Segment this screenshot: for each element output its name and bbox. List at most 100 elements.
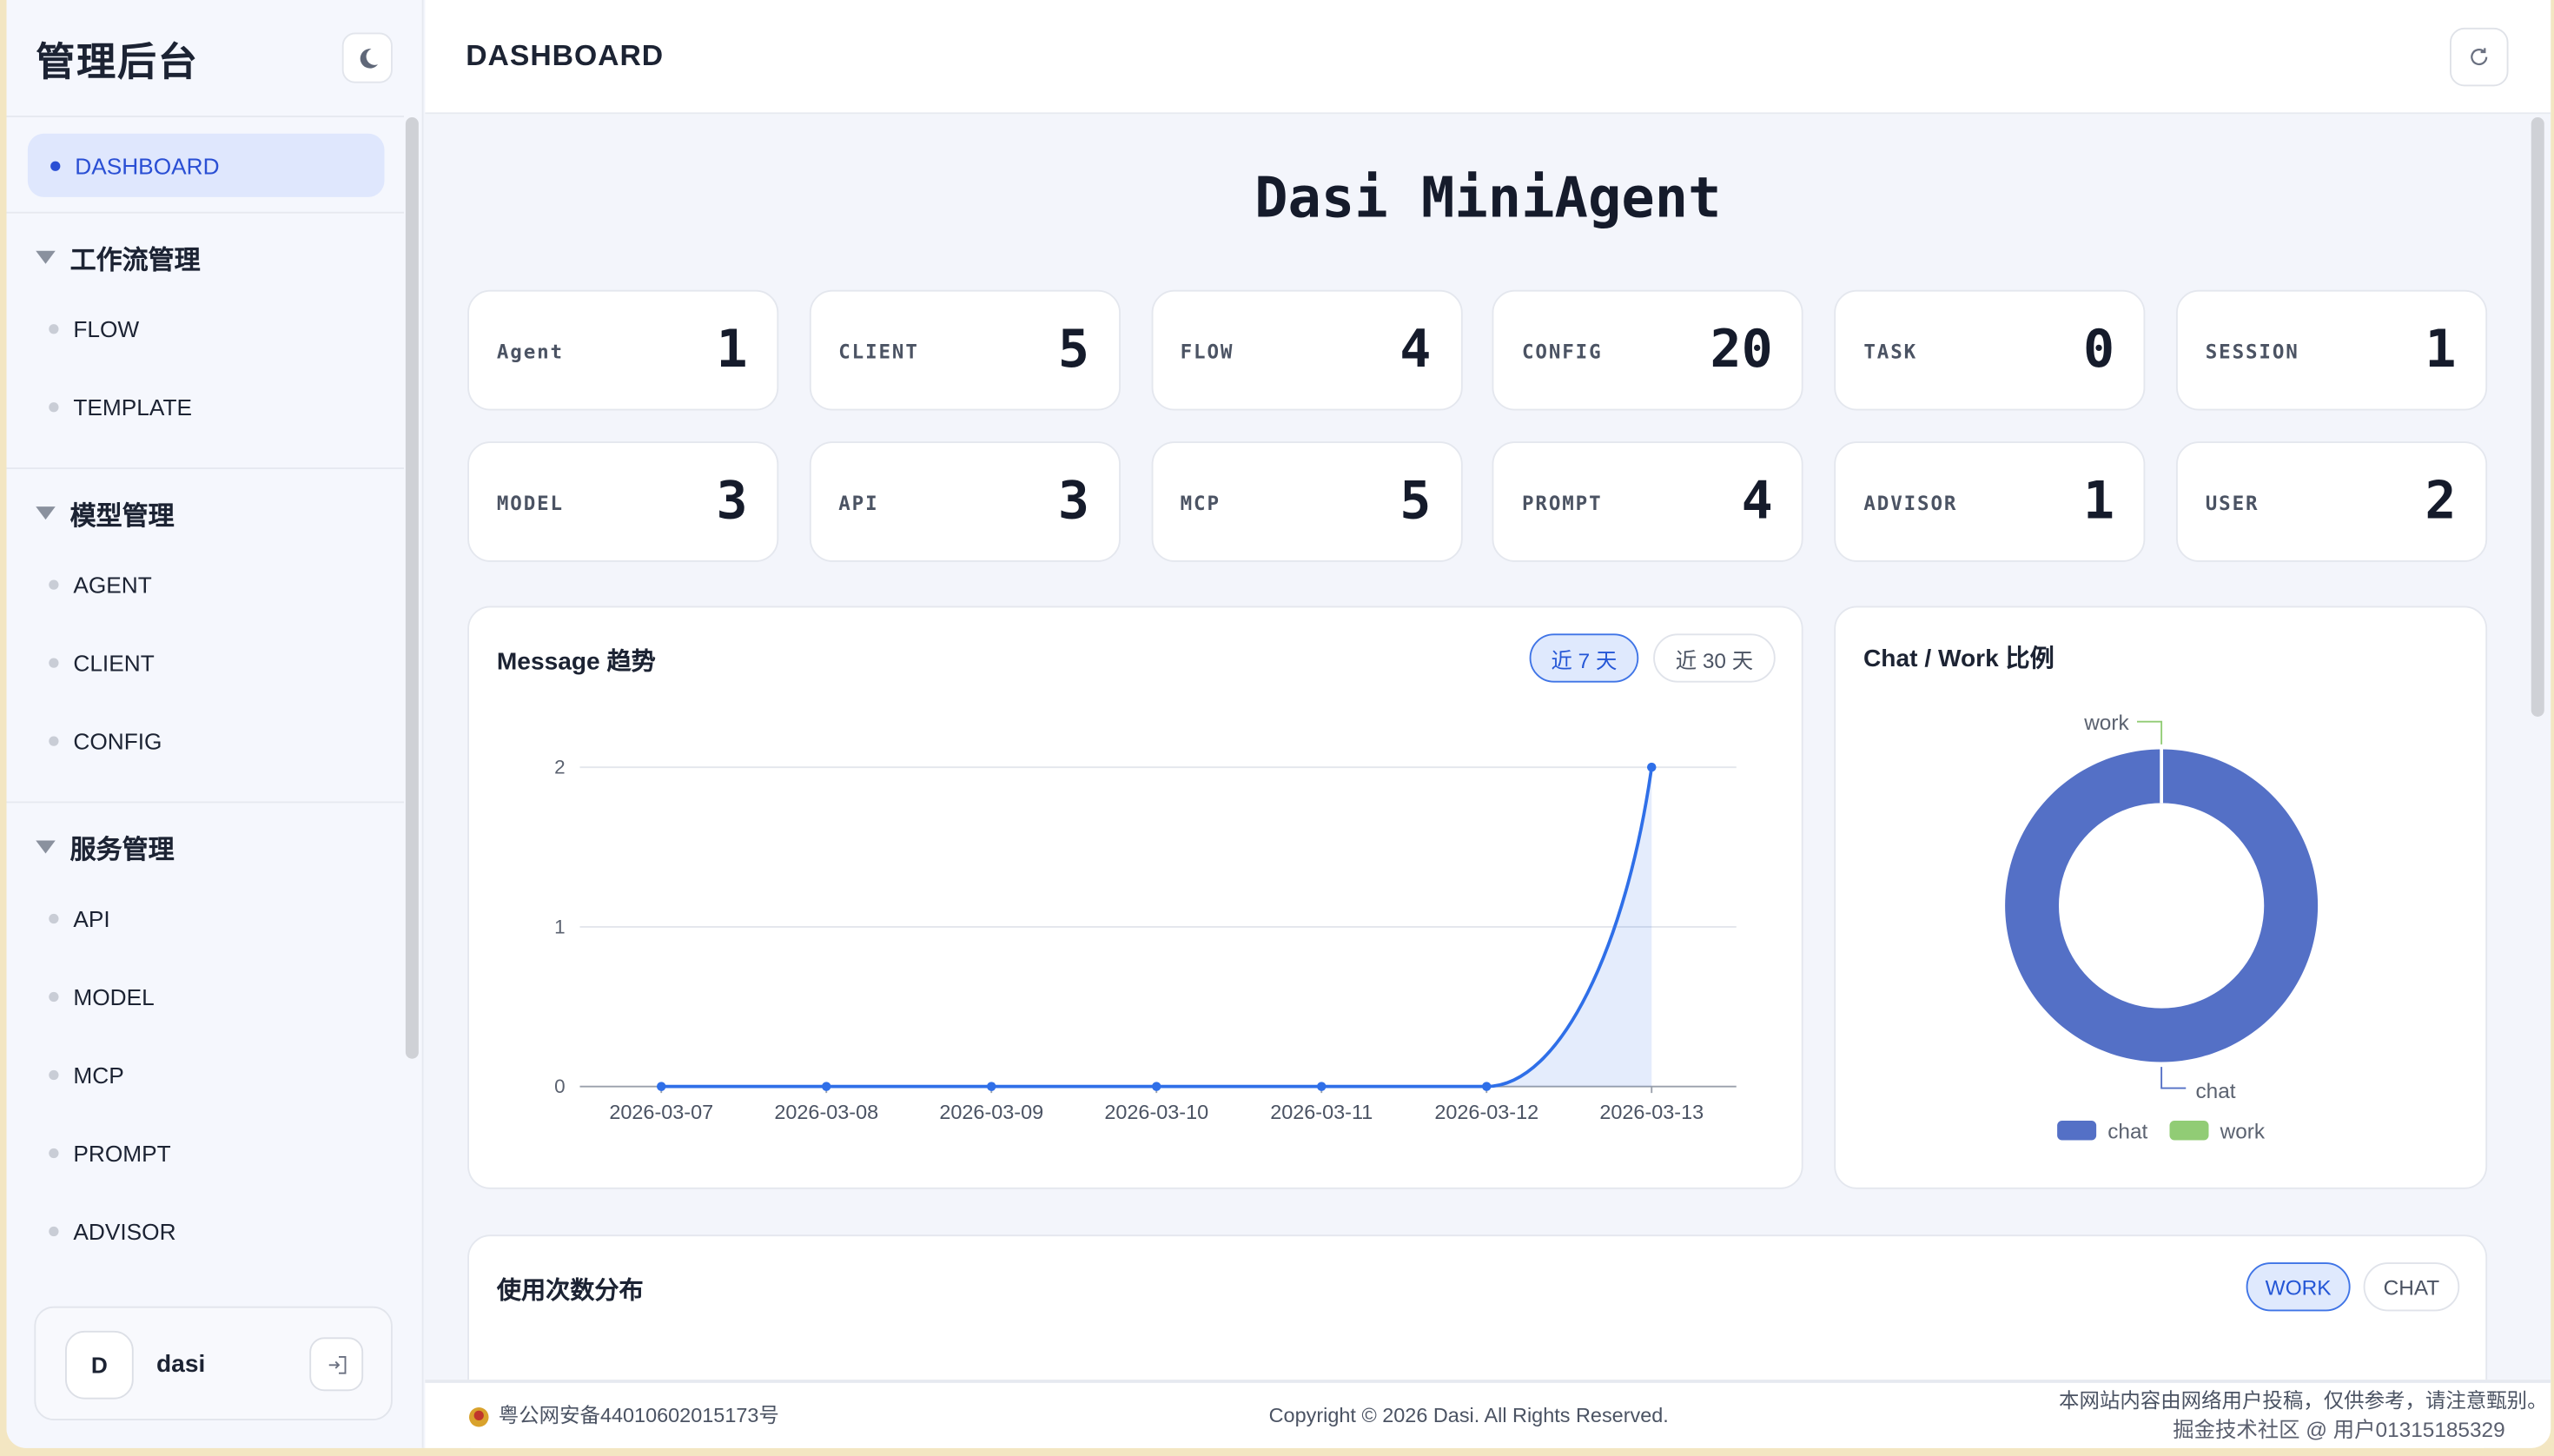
message-trend-card: Message 趋势 近 7 天 近 30 天 0 1 2 2026-03-07 202…	[467, 606, 1803, 1189]
sidebar-item-agent[interactable]: AGENT	[49, 572, 152, 598]
card-title: Chat / Work 比例	[1863, 645, 2054, 673]
stat-card-advisor[interactable]: ADVISOR 1	[1834, 441, 2146, 562]
stat-card-agent[interactable]: Agent 1	[467, 289, 779, 411]
stat-card-model[interactable]: MODEL 3	[467, 441, 779, 562]
bullet-icon	[49, 579, 59, 590]
watermark: 掘金技术社区 @ 用户01315185329	[2173, 1417, 2505, 1442]
data-point	[1482, 1082, 1492, 1091]
y-tick-label: 1	[554, 916, 566, 937]
stat-card-session[interactable]: SESSION 1	[2176, 289, 2488, 411]
sidebar-item-label: MODEL	[73, 983, 155, 1010]
card-title: Message 趋势	[496, 648, 656, 677]
sidebar-item-advisor[interactable]: ADVISOR	[49, 1219, 176, 1245]
stat-card-user[interactable]: USER 2	[2176, 441, 2488, 562]
stat-value: 0	[2082, 317, 2115, 380]
sidebar-item-api[interactable]: API	[49, 905, 110, 932]
stat-label: API	[838, 492, 879, 515]
caret-down-icon	[36, 506, 56, 520]
stat-card-prompt[interactable]: PROMPT 4	[1492, 441, 1804, 562]
sidebar-item-flow[interactable]: FLOW	[49, 316, 139, 342]
x-tick-label: 2026-03-07	[609, 1101, 713, 1123]
range-7-days-button[interactable]: 近 7 天	[1529, 633, 1639, 683]
data-point	[657, 1082, 666, 1091]
sidebar-group-workflow[interactable]: 工作流管理	[36, 238, 201, 277]
sidebar-item-template[interactable]: TEMPLATE	[49, 394, 192, 420]
data-point	[1647, 762, 1657, 772]
group-label: 工作流管理	[69, 248, 201, 275]
logout-icon	[328, 1355, 346, 1373]
logout-button[interactable]	[309, 1337, 364, 1392]
top-header: DASHBOARD	[425, 0, 2551, 115]
tab-work[interactable]: WORK	[2246, 1262, 2351, 1312]
stat-label: CLIENT	[838, 340, 919, 364]
slice-label-chat: chat	[2196, 1080, 2236, 1103]
data-point	[1152, 1082, 1161, 1091]
sidebar-group-service[interactable]: 服务管理	[36, 828, 175, 867]
data-point	[1317, 1082, 1327, 1091]
stat-label: SESSION	[2205, 340, 2299, 364]
sidebar-item-client[interactable]: CLIENT	[49, 650, 155, 676]
stat-value: 2	[2425, 469, 2457, 532]
x-tick-label: 2026-03-09	[939, 1101, 1043, 1123]
data-point	[987, 1082, 996, 1091]
bullet-icon	[49, 1148, 59, 1159]
bullet-icon	[49, 402, 59, 413]
stat-label: FLOW	[1180, 340, 1234, 364]
stat-card-api[interactable]: API 3	[809, 441, 1121, 562]
moon-icon	[359, 48, 378, 68]
sidebar-item-prompt[interactable]: PROMPT	[49, 1140, 171, 1167]
tab-chat[interactable]: CHAT	[2363, 1262, 2460, 1312]
stat-value: 4	[1741, 469, 1773, 532]
data-point	[822, 1082, 831, 1091]
refresh-button[interactable]	[2450, 27, 2509, 87]
stat-card-task[interactable]: TASK 0	[1834, 289, 2146, 411]
stat-card-client[interactable]: CLIENT 5	[809, 289, 1121, 411]
stat-label: Agent	[496, 340, 564, 364]
y-tick-label: 0	[554, 1075, 566, 1097]
stat-value: 3	[716, 469, 748, 532]
sidebar-item-label: API	[73, 905, 110, 932]
sidebar-item-mcp[interactable]: MCP	[49, 1062, 124, 1089]
line-area	[661, 767, 1652, 1087]
stat-value: 1	[2425, 317, 2457, 380]
footer: 粤公网安备44010602015173号 Copyright © 2026 Da…	[425, 1380, 2551, 1448]
header-title: DASHBOARD	[466, 39, 665, 72]
label-line-chat	[2160, 1067, 2187, 1089]
sidebar-item-label: DASHBOARD	[75, 152, 220, 179]
slice-chat	[2005, 749, 2319, 1062]
stat-value: 20	[1710, 317, 1773, 380]
copyright-text: Copyright © 2026 Dasi. All Rights Reserv…	[1268, 1404, 1669, 1427]
divider	[6, 467, 404, 469]
divider	[6, 801, 404, 804]
stat-value: 4	[1399, 317, 1432, 380]
sidebar-item-dashboard[interactable]: DASHBOARD	[27, 133, 385, 197]
stat-label: MCP	[1180, 492, 1221, 515]
icp-link[interactable]: 粤公网安备44010602015173号	[498, 1404, 779, 1427]
sidebar-scrollbar[interactable]	[405, 117, 419, 1059]
theme-toggle-button[interactable]	[341, 32, 393, 83]
card-title: 使用次数分布	[496, 1277, 644, 1305]
x-tick-label: 2026-03-12	[1434, 1101, 1538, 1123]
legend-swatch-work	[2169, 1121, 2209, 1141]
divider	[6, 211, 404, 214]
bullet-icon	[49, 736, 59, 746]
caret-down-icon	[36, 250, 56, 264]
user-panel: D dasi	[34, 1306, 393, 1420]
sidebar-item-label: PROMPT	[73, 1140, 171, 1167]
sidebar-item-config[interactable]: CONFIG	[49, 728, 162, 754]
legend-label-chat: chat	[2107, 1121, 2147, 1144]
bullet-icon	[50, 160, 61, 170]
stat-label: CONFIG	[1521, 340, 1603, 364]
range-30-days-button[interactable]: 近 30 天	[1653, 633, 1776, 683]
stat-card-mcp[interactable]: MCP 5	[1150, 441, 1462, 562]
stat-card-flow[interactable]: FLOW 4	[1150, 289, 1462, 411]
main-scrollbar[interactable]	[2531, 117, 2544, 717]
bullet-icon	[49, 1069, 59, 1081]
group-label: 服务管理	[69, 837, 175, 865]
stat-value: 5	[1057, 317, 1089, 380]
sidebar-item-label: TEMPLATE	[73, 394, 193, 420]
stat-card-config[interactable]: CONFIG 20	[1492, 289, 1804, 411]
sidebar-group-model[interactable]: 模型管理	[36, 493, 175, 533]
sidebar-item-model[interactable]: MODEL	[49, 983, 155, 1010]
stat-label: USER	[2205, 492, 2260, 515]
